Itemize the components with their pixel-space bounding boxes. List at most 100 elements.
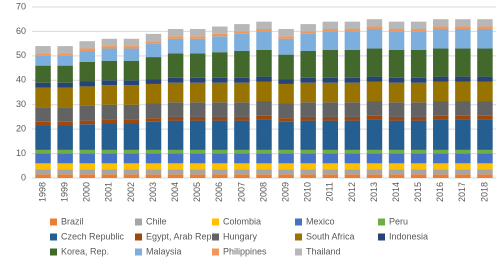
- bar-segment: [256, 119, 272, 150]
- bar-segment: [57, 153, 73, 164]
- bar-segment: [300, 169, 316, 175]
- bar-segment: [79, 153, 95, 164]
- bar-segment: [433, 26, 449, 29]
- bar-segment: [167, 149, 184, 154]
- bar-segment: [322, 77, 339, 83]
- x-tick-label: 2005: [192, 182, 202, 202]
- bar-segment: [35, 174, 51, 178]
- bar-segment: [278, 28, 294, 37]
- bar-segment: [101, 46, 118, 49]
- bar-segment: [388, 153, 405, 164]
- bar-segment: [278, 36, 294, 39]
- bar-segment: [123, 153, 140, 164]
- bar-segment: [234, 153, 250, 164]
- bar-segment: [57, 169, 73, 175]
- bar-segment: [212, 52, 228, 78]
- bar-segment: [433, 81, 449, 102]
- bar-segment: [300, 82, 316, 103]
- legend-swatch: [135, 233, 142, 241]
- bar-segment: [234, 169, 250, 175]
- bar-segment: [189, 102, 206, 117]
- bar-segment: [410, 149, 427, 154]
- bar-segment: [455, 169, 471, 175]
- bar-segment: [388, 21, 405, 29]
- bar-segment: [123, 149, 140, 154]
- legend-swatch: [135, 218, 142, 226]
- bar-segment: [212, 149, 228, 154]
- bar-segment: [212, 116, 228, 121]
- bar-segment: [278, 79, 294, 84]
- bar-segment: [344, 116, 361, 121]
- bar-segment: [167, 153, 184, 164]
- bar-segment: [455, 19, 471, 27]
- bar-segment: [123, 104, 140, 120]
- bar-segment: [57, 125, 73, 150]
- bar-segment: [167, 38, 184, 54]
- x-tick-label: 2000: [82, 182, 92, 202]
- bar-segment: [344, 31, 361, 50]
- bar-segment: [388, 28, 405, 32]
- bar-segment: [433, 163, 449, 170]
- legend-swatch: [378, 233, 385, 241]
- legend-swatch: [50, 233, 57, 241]
- bar-segment: [410, 21, 427, 29]
- bar-segment: [433, 169, 449, 175]
- bar-segment: [366, 76, 383, 82]
- bar-segment: [433, 115, 449, 120]
- bar-segment: [79, 48, 95, 51]
- bar-segment: [388, 169, 405, 175]
- bar-segment: [366, 19, 383, 27]
- x-tick-label: 2007: [236, 182, 246, 202]
- bar-segment: [433, 19, 449, 27]
- legend-label: Brazil: [61, 216, 84, 226]
- bar-segment: [35, 65, 51, 83]
- bar-segment: [57, 163, 73, 170]
- bar-segment: [189, 82, 206, 103]
- bar-segment: [344, 120, 361, 150]
- legend-label: Chile: [146, 216, 167, 226]
- bar-segment: [167, 82, 184, 103]
- bar-segment: [123, 169, 140, 175]
- bar-segment: [366, 153, 383, 164]
- bar-segment: [256, 149, 272, 154]
- bar-segment: [234, 77, 250, 83]
- bar-segment: [344, 28, 361, 32]
- bar-segment: [234, 82, 250, 103]
- bar-segment: [79, 163, 95, 170]
- x-tick-label: 2006: [214, 182, 224, 202]
- bar-segment: [57, 174, 73, 178]
- bar-segment: [79, 105, 95, 121]
- legend-swatch: [295, 218, 302, 226]
- bar-segment: [388, 102, 405, 117]
- bar-segment: [410, 169, 427, 175]
- bar-segment: [278, 38, 294, 55]
- legend-swatch: [212, 248, 219, 256]
- bar-segment: [35, 125, 51, 150]
- legend-swatch: [378, 218, 385, 226]
- bar-segment: [300, 149, 316, 154]
- bar-segment: [212, 102, 228, 117]
- bar-segment: [35, 149, 51, 154]
- bar-segment: [477, 119, 493, 150]
- x-tick-label: 2017: [457, 182, 467, 202]
- bar-segment: [101, 174, 118, 178]
- bar-segment: [366, 115, 383, 120]
- bar-segment: [410, 153, 427, 164]
- bar-segment: [57, 53, 73, 56]
- bar-segment: [278, 169, 294, 175]
- bar-segment: [256, 169, 272, 175]
- bar-segment: [256, 76, 272, 82]
- bar-segment: [35, 87, 51, 108]
- bar-segment: [366, 101, 383, 116]
- bar-segment: [278, 153, 294, 164]
- bar-segment: [57, 46, 73, 54]
- bar-segment: [366, 169, 383, 175]
- bar-segment: [278, 54, 294, 80]
- bar-segment: [123, 123, 140, 150]
- bar-segment: [212, 120, 228, 150]
- bar-segment: [366, 48, 383, 77]
- bar-segment: [388, 82, 405, 103]
- bar-segment: [101, 119, 118, 124]
- x-tick-label: 2001: [104, 182, 114, 202]
- bar-segment: [234, 120, 250, 150]
